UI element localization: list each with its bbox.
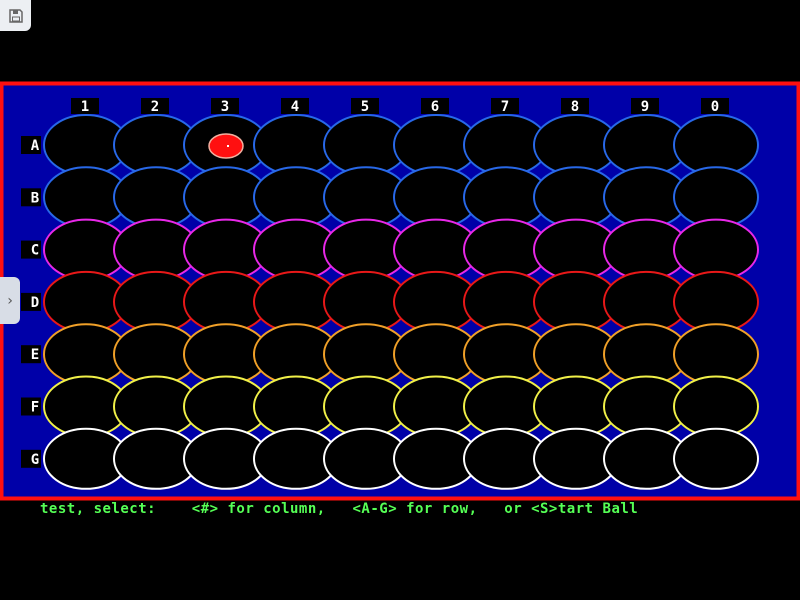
hole-A0 bbox=[673, 114, 759, 176]
hole-D0 bbox=[673, 270, 759, 333]
column-label-box bbox=[141, 98, 169, 114]
column-label: 1 bbox=[81, 99, 89, 115]
column-label-box bbox=[211, 98, 239, 114]
side-panel-toggle[interactable]: › bbox=[0, 277, 20, 324]
row-label: B bbox=[31, 190, 39, 206]
save-icon bbox=[8, 8, 23, 23]
column-label-box bbox=[491, 98, 519, 114]
row-label-box bbox=[21, 449, 41, 468]
column-label: 2 bbox=[151, 99, 159, 115]
column-label-box bbox=[351, 98, 379, 114]
row-label: G bbox=[31, 452, 39, 468]
hole-C0 bbox=[673, 218, 759, 281]
column-label-box bbox=[701, 98, 729, 114]
ball-highlight bbox=[227, 145, 229, 147]
column-label: 0 bbox=[711, 99, 719, 115]
row-label-box bbox=[21, 345, 41, 364]
column-label: 4 bbox=[291, 99, 299, 115]
hole-F0 bbox=[673, 375, 759, 438]
column-label: 8 bbox=[571, 99, 579, 115]
row-label: F bbox=[31, 400, 39, 416]
column-label-box bbox=[421, 98, 449, 114]
column-label-box bbox=[561, 98, 589, 114]
hole-G0 bbox=[673, 427, 759, 490]
chevron-right-icon: › bbox=[5, 292, 15, 309]
row-label-box bbox=[21, 136, 41, 154]
row-label-box bbox=[21, 188, 41, 207]
column-label: 9 bbox=[641, 99, 649, 115]
row-label-box bbox=[21, 292, 41, 311]
column-label: 7 bbox=[501, 99, 509, 115]
row-label-box bbox=[21, 240, 41, 259]
column-label-box bbox=[631, 98, 659, 114]
row-label: C bbox=[31, 243, 39, 259]
ball bbox=[208, 133, 244, 159]
column-label: 5 bbox=[361, 99, 369, 115]
column-label-box bbox=[281, 98, 309, 114]
hole-E0 bbox=[673, 323, 759, 386]
row-label: A bbox=[31, 138, 40, 154]
column-label: 6 bbox=[431, 99, 439, 115]
status-prompt: test, select: <#> for column, <A-G> for … bbox=[40, 501, 639, 517]
row-label-box bbox=[21, 397, 41, 416]
save-button[interactable] bbox=[0, 0, 31, 31]
column-label: 3 bbox=[221, 99, 229, 115]
row-label: D bbox=[31, 295, 39, 311]
column-label-box bbox=[71, 98, 99, 114]
row-label: E bbox=[31, 347, 39, 363]
hole-B0 bbox=[673, 166, 759, 229]
